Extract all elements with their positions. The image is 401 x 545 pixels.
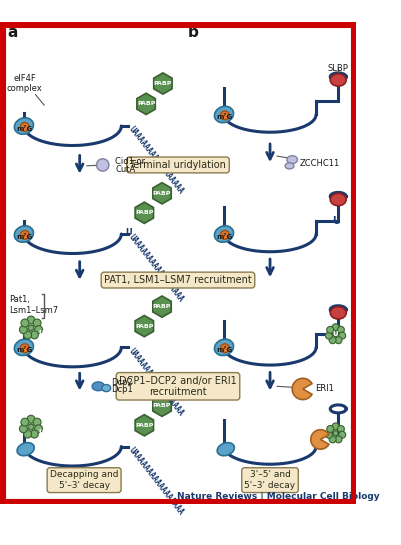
Text: m⁷G: m⁷G — [216, 114, 233, 120]
Ellipse shape — [101, 385, 110, 392]
Text: Dcp2: Dcp2 — [110, 378, 132, 387]
Text: eIF4F
complex: eIF4F complex — [7, 74, 43, 93]
Circle shape — [334, 436, 341, 443]
Ellipse shape — [330, 307, 345, 319]
Circle shape — [220, 231, 229, 239]
Text: 3'–5' and
5'–3' decay: 3'–5' and 5'–3' decay — [244, 470, 295, 490]
Circle shape — [328, 436, 335, 443]
Ellipse shape — [17, 443, 34, 456]
Text: Nature Reviews | Molecular Cell Biology: Nature Reviews | Molecular Cell Biology — [176, 493, 379, 501]
Circle shape — [328, 337, 335, 344]
Text: SLBP: SLBP — [327, 64, 348, 73]
Text: UAAAAAAAAAAAAAAAAA: UAAAAAAAAAAAAAAAAA — [126, 233, 184, 304]
Ellipse shape — [214, 226, 233, 242]
Text: Pat1,
Lsm1–Lsm7: Pat1, Lsm1–Lsm7 — [9, 295, 58, 314]
Circle shape — [338, 332, 345, 339]
Ellipse shape — [14, 339, 33, 355]
Text: Dcp1: Dcp1 — [110, 385, 132, 395]
Circle shape — [336, 426, 344, 432]
Circle shape — [325, 431, 332, 438]
Ellipse shape — [217, 443, 234, 456]
Text: m⁷G: m⁷G — [16, 234, 33, 240]
Text: Decapping and
5'–3' decay: Decapping and 5'–3' decay — [50, 470, 118, 490]
Text: PABP: PABP — [152, 191, 171, 196]
Text: m⁷G: m⁷G — [216, 234, 233, 240]
Text: U: U — [332, 216, 340, 226]
Circle shape — [27, 415, 35, 423]
Text: U: U — [332, 331, 338, 337]
Circle shape — [334, 337, 341, 344]
Circle shape — [220, 344, 229, 353]
Ellipse shape — [14, 118, 33, 134]
Circle shape — [34, 326, 43, 334]
Circle shape — [24, 331, 32, 339]
Ellipse shape — [214, 339, 233, 355]
Circle shape — [21, 418, 29, 426]
Ellipse shape — [92, 382, 104, 391]
Circle shape — [332, 331, 337, 337]
Circle shape — [30, 331, 38, 339]
Text: UAAAAAAAAAAAAAAAAA: UAAAAAAAAAAAAAAAAA — [126, 125, 184, 196]
Circle shape — [33, 418, 41, 426]
Circle shape — [28, 424, 34, 430]
Ellipse shape — [330, 193, 345, 205]
Circle shape — [220, 111, 229, 120]
Ellipse shape — [214, 106, 233, 123]
Circle shape — [326, 426, 333, 432]
Circle shape — [338, 431, 345, 438]
Text: Cid1 or: Cid1 or — [115, 157, 145, 166]
Text: PABP: PABP — [152, 403, 171, 408]
Circle shape — [24, 430, 32, 438]
Wedge shape — [310, 429, 328, 449]
Text: DCP1–DCP2 and/or ERI1
recruitment: DCP1–DCP2 and/or ERI1 recruitment — [119, 376, 236, 397]
Circle shape — [326, 326, 333, 334]
Text: PABP: PABP — [153, 81, 172, 86]
Circle shape — [28, 325, 34, 331]
Text: PABP: PABP — [135, 324, 153, 329]
Circle shape — [30, 430, 38, 438]
Ellipse shape — [330, 74, 345, 86]
Circle shape — [332, 431, 337, 435]
Text: PABP: PABP — [137, 101, 155, 106]
Circle shape — [27, 316, 35, 324]
Text: ZCCHC11: ZCCHC11 — [298, 159, 339, 168]
Wedge shape — [292, 378, 311, 399]
Ellipse shape — [14, 226, 33, 242]
Text: PAT1, LSM1–LSM7 recruitment: PAT1, LSM1–LSM7 recruitment — [104, 275, 251, 285]
Circle shape — [20, 231, 29, 239]
Circle shape — [96, 159, 109, 171]
Circle shape — [19, 425, 27, 433]
Text: ERI1: ERI1 — [314, 384, 333, 393]
Ellipse shape — [286, 156, 297, 163]
Circle shape — [325, 332, 332, 339]
Text: PABP: PABP — [135, 210, 153, 215]
Circle shape — [33, 319, 41, 327]
Text: m⁷G: m⁷G — [16, 126, 33, 132]
Text: b: b — [187, 26, 198, 40]
Circle shape — [34, 425, 43, 433]
Text: a: a — [7, 26, 17, 40]
Text: m⁷G: m⁷G — [216, 347, 233, 353]
Text: Terminal uridylation: Terminal uridylation — [129, 160, 226, 170]
Text: CutA: CutA — [115, 165, 135, 174]
Text: U: U — [125, 228, 131, 237]
Text: U: U — [38, 429, 43, 435]
Circle shape — [21, 319, 29, 327]
Text: U: U — [38, 330, 43, 336]
Circle shape — [20, 344, 29, 353]
Text: PABP: PABP — [135, 423, 153, 428]
Circle shape — [331, 423, 338, 430]
Text: PABP: PABP — [152, 304, 171, 309]
Circle shape — [19, 326, 27, 334]
Circle shape — [336, 326, 344, 334]
Text: UAAAAAAAAAAAAAAAAA: UAAAAAAAAAAAAAAAAA — [126, 445, 184, 517]
Ellipse shape — [284, 163, 293, 169]
Circle shape — [20, 123, 29, 131]
Circle shape — [331, 324, 338, 331]
Text: m⁷G: m⁷G — [16, 347, 33, 353]
Text: UAAAAAAAAAAAAAAAAA: UAAAAAAAAAAAAAAAAA — [126, 346, 184, 417]
